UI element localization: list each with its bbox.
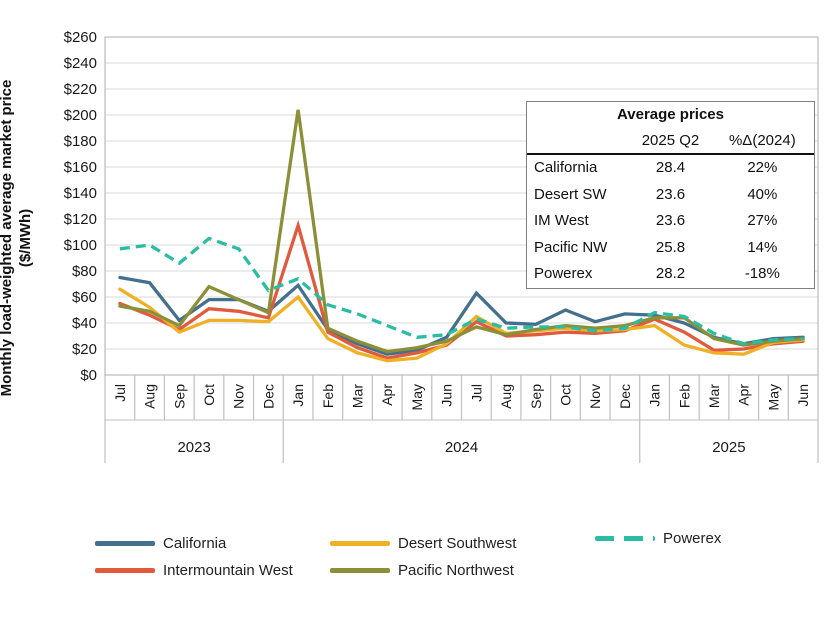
legend-item-california: California — [95, 535, 226, 552]
series-line-desert-southwest — [118, 287, 805, 363]
month-tick-label: Apr — [736, 384, 752, 406]
legend-item-powerex: Powerex — [595, 530, 721, 547]
row-q2: 28.2 — [655, 265, 686, 282]
table-row: Desert SW 23.6 40% — [527, 182, 814, 209]
table-row: California 28.4 22% — [527, 155, 814, 182]
month-tick-label: Mar — [350, 384, 366, 408]
table-header-blank — [527, 128, 630, 153]
y-tick-label: $240 — [64, 55, 97, 72]
month-tick-label: Dec — [260, 384, 276, 409]
california-line-swatch — [95, 541, 155, 546]
row-q2: 23.6 — [655, 185, 686, 203]
table-row: Powerex 28.2 -18% — [527, 261, 814, 288]
month-tick-label: Sep — [528, 384, 544, 409]
y-tick-label: $260 — [64, 29, 97, 46]
y-tick-label: $100 — [64, 237, 97, 254]
row-label: IM West — [534, 212, 589, 229]
month-tick-label: Nov — [231, 384, 247, 409]
table-header-pct: %Δ(2024) — [728, 132, 796, 149]
month-tick-label: Jan — [290, 384, 306, 407]
month-tick-label: Nov — [587, 384, 603, 409]
month-tick-label: May — [765, 384, 781, 410]
legend-label: Pacific Northwest — [398, 562, 514, 579]
month-tick-label: Aug — [498, 384, 514, 409]
year-label: 2023 — [177, 439, 210, 456]
y-tick-label: $180 — [64, 133, 97, 150]
legend-item-desert-southwest: Desert Southwest — [330, 535, 516, 552]
month-tick-label: Mar — [706, 384, 722, 408]
legend-item-intermountain-west: Intermountain West — [95, 562, 293, 579]
row-label: Pacific NW — [534, 238, 608, 256]
month-tick-label: Feb — [320, 384, 336, 408]
legend-label: Desert Southwest — [398, 535, 517, 552]
row-pct: 27% — [747, 212, 778, 229]
y-axis-title: Monthly load-weighted average market pri… — [0, 17, 38, 459]
y-tick-label: $140 — [64, 185, 97, 202]
row-label: Powerex — [534, 265, 593, 282]
y-tick-label: $200 — [64, 107, 97, 124]
table-header-row: 2025 Q2 %Δ(2024) — [527, 128, 814, 155]
month-tick-label: Feb — [676, 384, 692, 408]
table-header-q2: 2025 Q2 — [641, 132, 700, 149]
series-line-california — [118, 275, 805, 356]
table-row: IM West 23.6 27% — [527, 208, 814, 235]
row-q2: 23.6 — [655, 212, 686, 229]
month-tick-label: Aug — [142, 384, 158, 409]
month-tick-label: Sep — [171, 384, 187, 409]
y-axis-title-line2: ($/MWh) — [16, 208, 34, 268]
year-label: 2024 — [445, 439, 478, 456]
month-tick-label: May — [409, 384, 425, 410]
y-tick-label: $80 — [72, 263, 97, 280]
month-tick-label: Jan — [647, 384, 663, 407]
month-tick-label: Jul — [112, 384, 128, 402]
row-pct: 40% — [747, 185, 778, 203]
intermountain-west-line-swatch — [95, 568, 155, 573]
legend-label: Powerex — [663, 530, 722, 547]
legend-label: California — [163, 535, 227, 552]
y-tick-label: $40 — [72, 315, 97, 332]
series-line-powerex — [119, 236, 804, 346]
y-tick-label: $120 — [64, 211, 97, 228]
legend-item-pacific-northwest: Pacific Northwest — [330, 562, 514, 579]
table-row: Pacific NW 25.8 14% — [527, 235, 814, 262]
average-prices-table: Average prices 2025 Q2 %Δ(2024) Californ… — [526, 101, 815, 289]
y-tick-label: $160 — [64, 159, 97, 176]
month-tick-label: Apr — [379, 384, 395, 406]
row-pct: 14% — [747, 238, 778, 256]
y-axis-title-line1: Monthly load-weighted average market pri… — [0, 79, 15, 397]
row-pct: 22% — [747, 159, 778, 176]
month-tick-label: Jun — [439, 384, 455, 407]
row-q2: 28.4 — [655, 159, 686, 176]
row-pct: -18% — [744, 265, 780, 282]
y-tick-label: $60 — [72, 289, 97, 306]
month-tick-label: Jul — [468, 384, 484, 402]
month-tick-label: Oct — [201, 384, 217, 406]
month-tick-label: Oct — [557, 384, 573, 406]
month-tick-label: Dec — [617, 384, 633, 409]
table-title: Average prices — [616, 106, 724, 123]
y-tick-label: $220 — [64, 81, 97, 98]
year-label: 2025 — [712, 439, 745, 456]
y-tick-label: $20 — [72, 341, 97, 358]
powerex-line-swatch — [595, 536, 655, 541]
month-tick-label: Jun — [795, 384, 811, 407]
legend-label: Intermountain West — [163, 562, 293, 579]
row-label: California — [534, 159, 598, 176]
row-q2: 25.8 — [655, 238, 686, 256]
y-tick-label: $0 — [80, 367, 97, 384]
pacific-northwest-line-swatch — [330, 568, 390, 573]
row-label: Desert SW — [534, 185, 607, 203]
series-line-pacific-northwest — [118, 109, 805, 354]
desert-southwest-line-swatch — [330, 541, 390, 546]
